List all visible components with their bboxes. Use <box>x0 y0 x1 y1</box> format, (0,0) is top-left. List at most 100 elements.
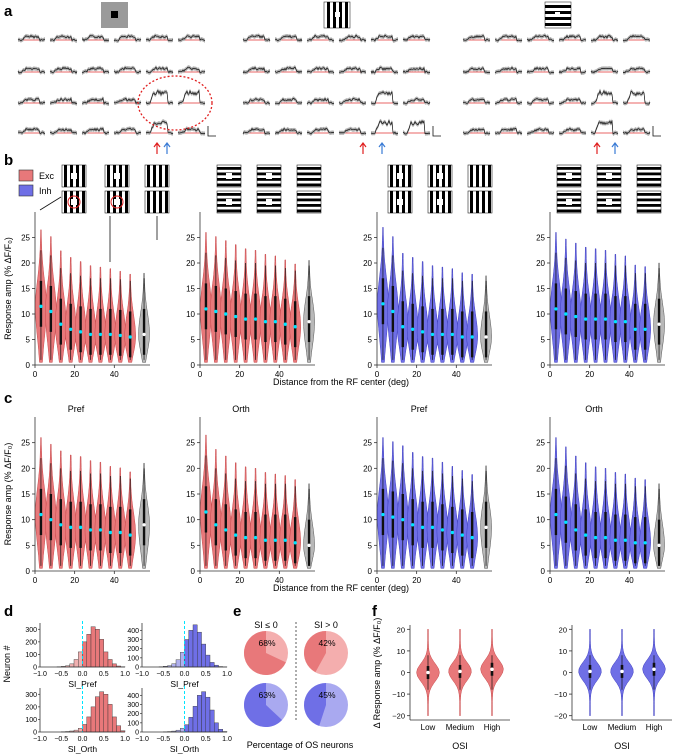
trace-line <box>145 120 174 135</box>
trace-line <box>242 97 271 105</box>
violin-median <box>490 667 494 672</box>
violin-median <box>118 333 122 338</box>
violin-median <box>564 520 568 524</box>
violin-median <box>204 510 208 514</box>
trace-line <box>81 127 109 135</box>
onset-arrow <box>153 142 161 154</box>
trace-sem <box>275 33 302 43</box>
y-tick-label: 20 <box>363 464 372 473</box>
violin-median <box>613 538 618 542</box>
y-tick-label: 25 <box>536 439 545 448</box>
y-tick-label: 15 <box>186 285 195 294</box>
x-tick-label: 20 <box>412 370 421 379</box>
trace-sem <box>495 126 522 136</box>
hist-bar <box>197 631 202 668</box>
trace-sem <box>50 33 77 43</box>
trace-line <box>113 97 142 105</box>
y-tick-label: 0 <box>33 665 37 672</box>
trace-line <box>370 66 399 74</box>
y-tick-label: 10 <box>559 647 567 656</box>
calcium-traces-grid <box>17 33 661 137</box>
pie-percent-label: 45% <box>318 690 335 700</box>
x-axis-label: SI_Pref <box>170 679 199 689</box>
trace-sem <box>339 65 366 75</box>
trace-line <box>145 66 174 74</box>
x-tick-label: 0 <box>548 370 553 379</box>
scale-bar <box>207 126 216 137</box>
y-tick-label: 300 <box>25 692 37 699</box>
y-tick-label: 5 <box>368 541 373 550</box>
hist-bar <box>78 728 83 733</box>
y-tick-label: 10 <box>21 310 30 319</box>
trace-sem <box>623 65 650 75</box>
violin-panel-c4: 0 5 10 15 20 25 0 20 40 <box>536 417 665 585</box>
x-tick-label: 40 <box>625 370 634 379</box>
y-tick-label: 25 <box>186 439 195 448</box>
y-tick-label: 25 <box>536 234 545 243</box>
category-label: Low <box>421 723 436 732</box>
violin-median <box>603 535 608 540</box>
y-tick-label: 10 <box>363 516 372 525</box>
trace-sem <box>114 126 141 136</box>
violin-median <box>410 523 415 527</box>
x-tick-label: 0.5 <box>99 736 109 743</box>
trace-sem <box>527 126 554 136</box>
trace-line <box>177 35 206 42</box>
y-axis-label: Response amp (% ΔF/F₀) <box>3 443 13 546</box>
violin-median <box>263 319 268 324</box>
trace-line <box>274 34 303 42</box>
pie-slice <box>303 631 326 673</box>
hist-bar <box>107 704 113 733</box>
y-tick-label: 15 <box>186 490 195 499</box>
trace-line <box>462 128 491 135</box>
trace-sem <box>50 96 77 106</box>
grating-icon-b3-0 <box>387 164 413 188</box>
x-tick-label: 0.5 <box>99 671 109 678</box>
trace-line <box>49 128 78 134</box>
trace-line <box>49 66 78 74</box>
violin-median <box>620 669 624 674</box>
y-tick-label: 25 <box>186 234 195 243</box>
violin-median <box>554 307 558 311</box>
trace-line <box>50 96 78 105</box>
x-tick-label: 40 <box>110 370 119 379</box>
violin-median <box>458 669 462 674</box>
histogram-2: 0 100 200 300 −1.0 −0.5 0.0 0.5 1.0 SI_Orth <box>25 686 130 754</box>
trace-line <box>402 98 431 105</box>
trace-sem <box>339 96 366 106</box>
trace-line <box>177 127 206 135</box>
violin-median <box>484 525 488 530</box>
violin-median <box>484 335 488 339</box>
trace-line <box>177 89 206 105</box>
x-tick-label: 0.0 <box>180 671 190 678</box>
legend: Exc Inh <box>18 169 55 197</box>
violin-panel-b4: 0 5 10 15 20 25 0 20 40 <box>536 212 665 379</box>
trace-sem <box>275 126 302 136</box>
trace-line <box>145 34 174 41</box>
hist-bar <box>73 659 79 668</box>
grating-icon-b4-2 <box>636 164 662 188</box>
hist-bar <box>209 662 215 668</box>
trace-line <box>306 97 335 105</box>
x-tick-label: −1.0 <box>135 736 149 743</box>
y-tick-label: 10 <box>536 310 545 319</box>
trace-sem <box>307 126 334 136</box>
trace-line <box>558 98 587 105</box>
violin-median <box>307 319 311 324</box>
violin-median <box>623 538 628 542</box>
grating-icon-b1-3 <box>61 190 87 214</box>
trace-sem <box>591 88 618 106</box>
trace-line <box>49 35 77 42</box>
pie-header-gt0: SI > 0 <box>314 620 338 630</box>
y-tick-label: 15 <box>363 285 372 294</box>
grating-icon-b1-5 <box>144 190 170 214</box>
x-tick-label: 0 <box>548 576 553 585</box>
violin-median <box>243 317 248 321</box>
violin-median <box>59 523 63 527</box>
trace-sem <box>114 33 141 43</box>
y-tick-label: 20 <box>186 259 195 268</box>
hist-bar <box>205 654 211 668</box>
trace-line <box>242 127 271 135</box>
violin-median <box>613 319 618 324</box>
trace-sem <box>18 65 45 75</box>
